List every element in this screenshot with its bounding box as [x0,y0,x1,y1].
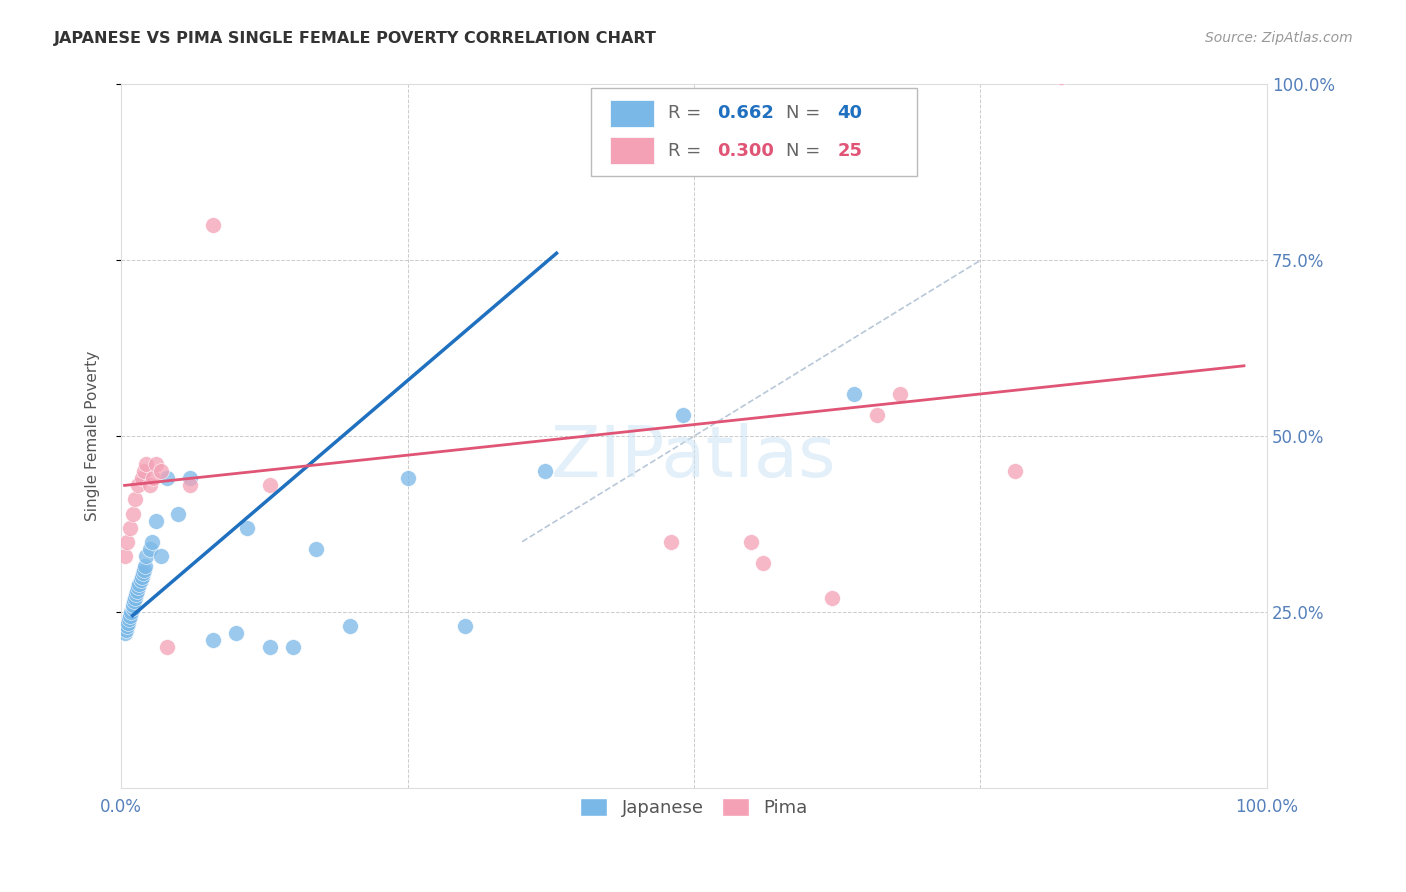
Point [259,478,281,492]
Point [124,492,146,507]
Point [396,471,419,485]
Text: R =: R = [668,142,707,160]
Point [114,626,136,640]
Point [129,574,152,588]
Point [120,605,142,619]
Text: N =: N = [786,104,825,122]
FancyBboxPatch shape [610,100,654,127]
Point [120,608,142,623]
Point [115,619,138,633]
Point [305,541,328,556]
Point [179,478,201,492]
Point [132,464,155,478]
Point [844,387,866,401]
Point [866,408,889,422]
Point [131,570,153,584]
Text: JAPANESE VS PIMA SINGLE FEMALE POVERTY CORRELATION CHART: JAPANESE VS PIMA SINGLE FEMALE POVERTY C… [53,31,657,46]
Point [135,549,157,563]
FancyBboxPatch shape [591,88,918,176]
Point [120,520,142,534]
Text: ZIPatlas: ZIPatlas [551,423,837,491]
Point [740,534,762,549]
Point [889,387,911,401]
Legend: Japanese, Pima: Japanese, Pima [574,791,815,824]
Point [131,471,153,485]
Point [127,583,149,598]
Point [142,471,165,485]
Point [121,598,143,612]
Point [127,478,149,492]
Text: Source: ZipAtlas.com: Source: ZipAtlas.com [1205,31,1353,45]
Point [117,615,139,630]
Point [121,601,143,615]
Point [132,563,155,577]
Point [114,549,136,563]
Point [671,408,693,422]
Point [150,549,173,563]
Point [1049,70,1071,85]
Point [820,591,842,605]
Point [125,587,148,601]
Point [281,640,304,655]
Point [167,507,190,521]
Point [141,534,163,549]
Text: R =: R = [668,104,707,122]
Point [752,556,775,570]
Point [156,471,179,485]
Point [259,640,281,655]
Point [139,541,162,556]
Text: 40: 40 [837,104,862,122]
Point [127,581,149,595]
Point [1004,464,1026,478]
Point [339,619,361,633]
Point [225,626,247,640]
Text: 0.662: 0.662 [717,104,773,122]
Point [145,458,167,472]
Point [659,534,682,549]
Text: N =: N = [786,142,825,160]
Point [124,591,146,605]
Point [122,594,145,608]
Text: 25: 25 [837,142,862,160]
Point [201,633,224,648]
Text: 0.300: 0.300 [717,142,773,160]
FancyBboxPatch shape [610,137,654,164]
Point [114,623,136,637]
Point [135,458,157,472]
Point [134,559,156,574]
Y-axis label: Single Female Poverty: Single Female Poverty [86,351,100,521]
Point [201,218,224,232]
Point [534,464,557,478]
Point [132,566,155,581]
Point [121,507,143,521]
Point [156,640,179,655]
Point [115,534,138,549]
Point [139,478,162,492]
Point [454,619,477,633]
Point [236,520,259,534]
Point [118,612,141,626]
Point [128,577,150,591]
Point [145,514,167,528]
Point [179,471,201,485]
Point [150,464,173,478]
